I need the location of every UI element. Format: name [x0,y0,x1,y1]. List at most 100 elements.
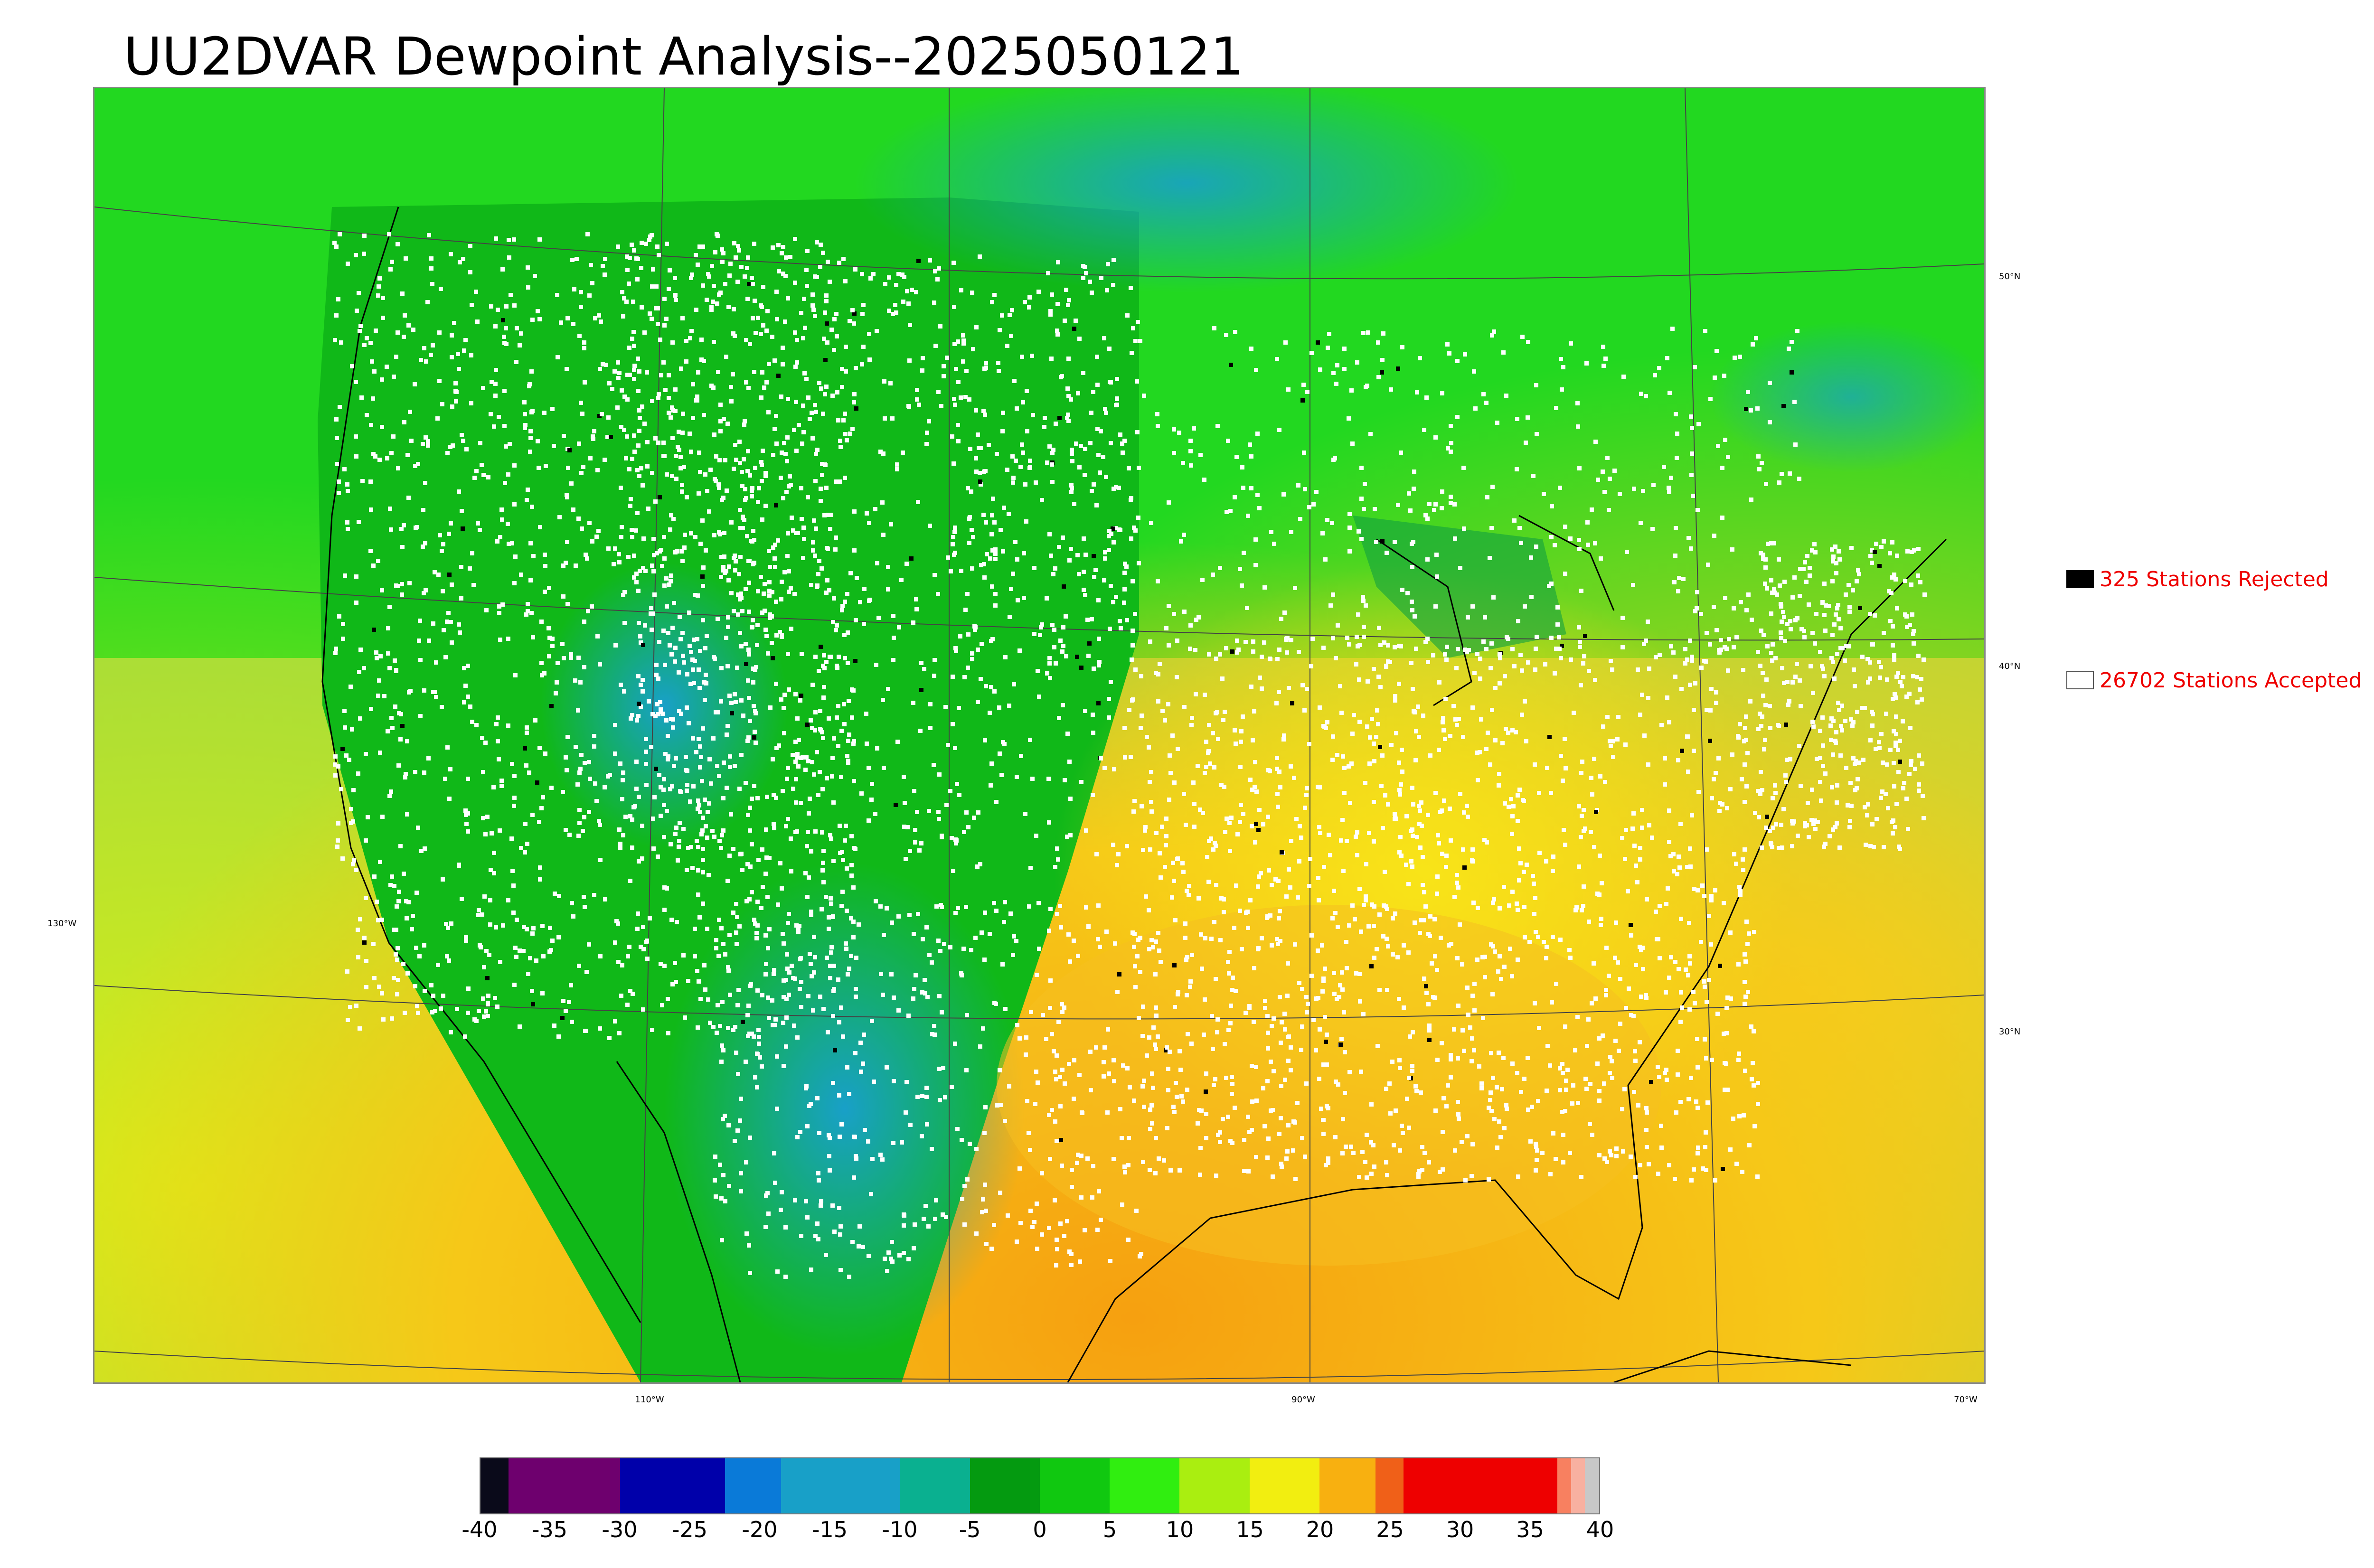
station-dot [828,833,832,837]
station-dot [1249,685,1253,689]
station-dot [821,664,825,668]
station-dot [983,469,988,473]
station-dot [795,1035,800,1040]
station-dot [1372,1164,1376,1169]
station-dot [688,644,692,648]
station-dot [1162,1158,1166,1163]
station-dot [1417,804,1421,808]
station-dot [1066,394,1071,398]
station-dot [747,581,751,585]
station-dot [1427,1023,1432,1028]
station-dot [1743,980,1747,984]
station-dot [1034,480,1038,485]
station-dot [356,955,360,959]
station-dot [402,335,406,339]
station-dot [1435,874,1440,879]
station-dot [507,238,511,242]
station-dot [801,430,806,434]
station-dot [942,374,946,378]
station-dot [1385,907,1389,911]
station-dot [666,754,670,759]
station-dot [358,917,362,921]
station-dot [1518,653,1523,657]
station-dot [1574,905,1579,910]
station-dot [1097,1189,1101,1193]
station-dot [959,569,963,573]
station-dot [751,529,755,533]
station-dot [700,828,705,833]
station-dot [764,1193,768,1198]
station-dot [791,787,795,791]
accepted-swatch [2066,671,2094,689]
station-dot [1761,557,1765,561]
lat-label-50n: 50°N [1999,272,2021,282]
station-dot [741,526,745,530]
station-dot [1062,1234,1066,1238]
station-dot [1324,726,1328,730]
station-dot [719,1060,724,1064]
station-dot [772,793,776,797]
station-dot [634,580,639,584]
station-dot [822,685,826,689]
station-dot [774,633,779,638]
station-dot [1303,806,1307,810]
station-dot [1149,938,1154,942]
station-dot [489,412,493,416]
station-dot [1213,1077,1217,1081]
station-dot [617,552,621,556]
station-dot [1696,1106,1700,1110]
station-dot [991,497,995,501]
station-dot [1657,1075,1661,1079]
station-dot [1410,600,1414,604]
station-dot [1858,606,1862,610]
station-dot [920,1094,924,1098]
station-dot [533,718,537,723]
station-dot [1230,1082,1234,1086]
station-dot [333,651,338,655]
station-dot [1256,828,1261,832]
station-dot [1896,770,1901,774]
station-dot [1710,796,1714,800]
station-dot [793,740,798,744]
station-dot [466,777,470,781]
station-dot [1154,1005,1158,1010]
station-dot [1197,1108,1201,1112]
station-dot [747,559,752,563]
station-dot [899,578,904,582]
station-dot [590,539,594,544]
station-dot [542,671,546,676]
station-dot [1153,1171,1158,1175]
station-dot [1083,265,1087,269]
station-dot [1095,427,1100,431]
station-dot [1135,954,1140,958]
station-dot [422,943,426,948]
station-dot [718,429,723,433]
station-dot [1094,852,1099,856]
station-dot [713,1178,717,1183]
station-dot [805,284,809,288]
station-dot [1733,356,1737,360]
station-dot [722,761,726,765]
station-dot [1080,1111,1084,1115]
station-dot [838,851,842,855]
station-dot [1286,1123,1291,1127]
station-dot [1564,766,1568,770]
station-dot [1231,976,1235,980]
station-dot [722,531,726,535]
station-dot [597,313,601,318]
station-dot [529,410,534,414]
station-dot [1108,1259,1112,1263]
station-dot [974,408,978,413]
station-dot [832,317,837,321]
station-dot [1774,822,1778,826]
station-dot [1790,844,1794,848]
station-dot [698,470,702,474]
station-dot [1230,649,1234,654]
station-dot [1484,647,1488,651]
station-dot [1441,716,1445,720]
station-dot [925,995,930,999]
station-dot [1142,394,1146,398]
station-dot [756,858,761,862]
station-dot [583,761,587,765]
station-dot [1061,644,1065,648]
